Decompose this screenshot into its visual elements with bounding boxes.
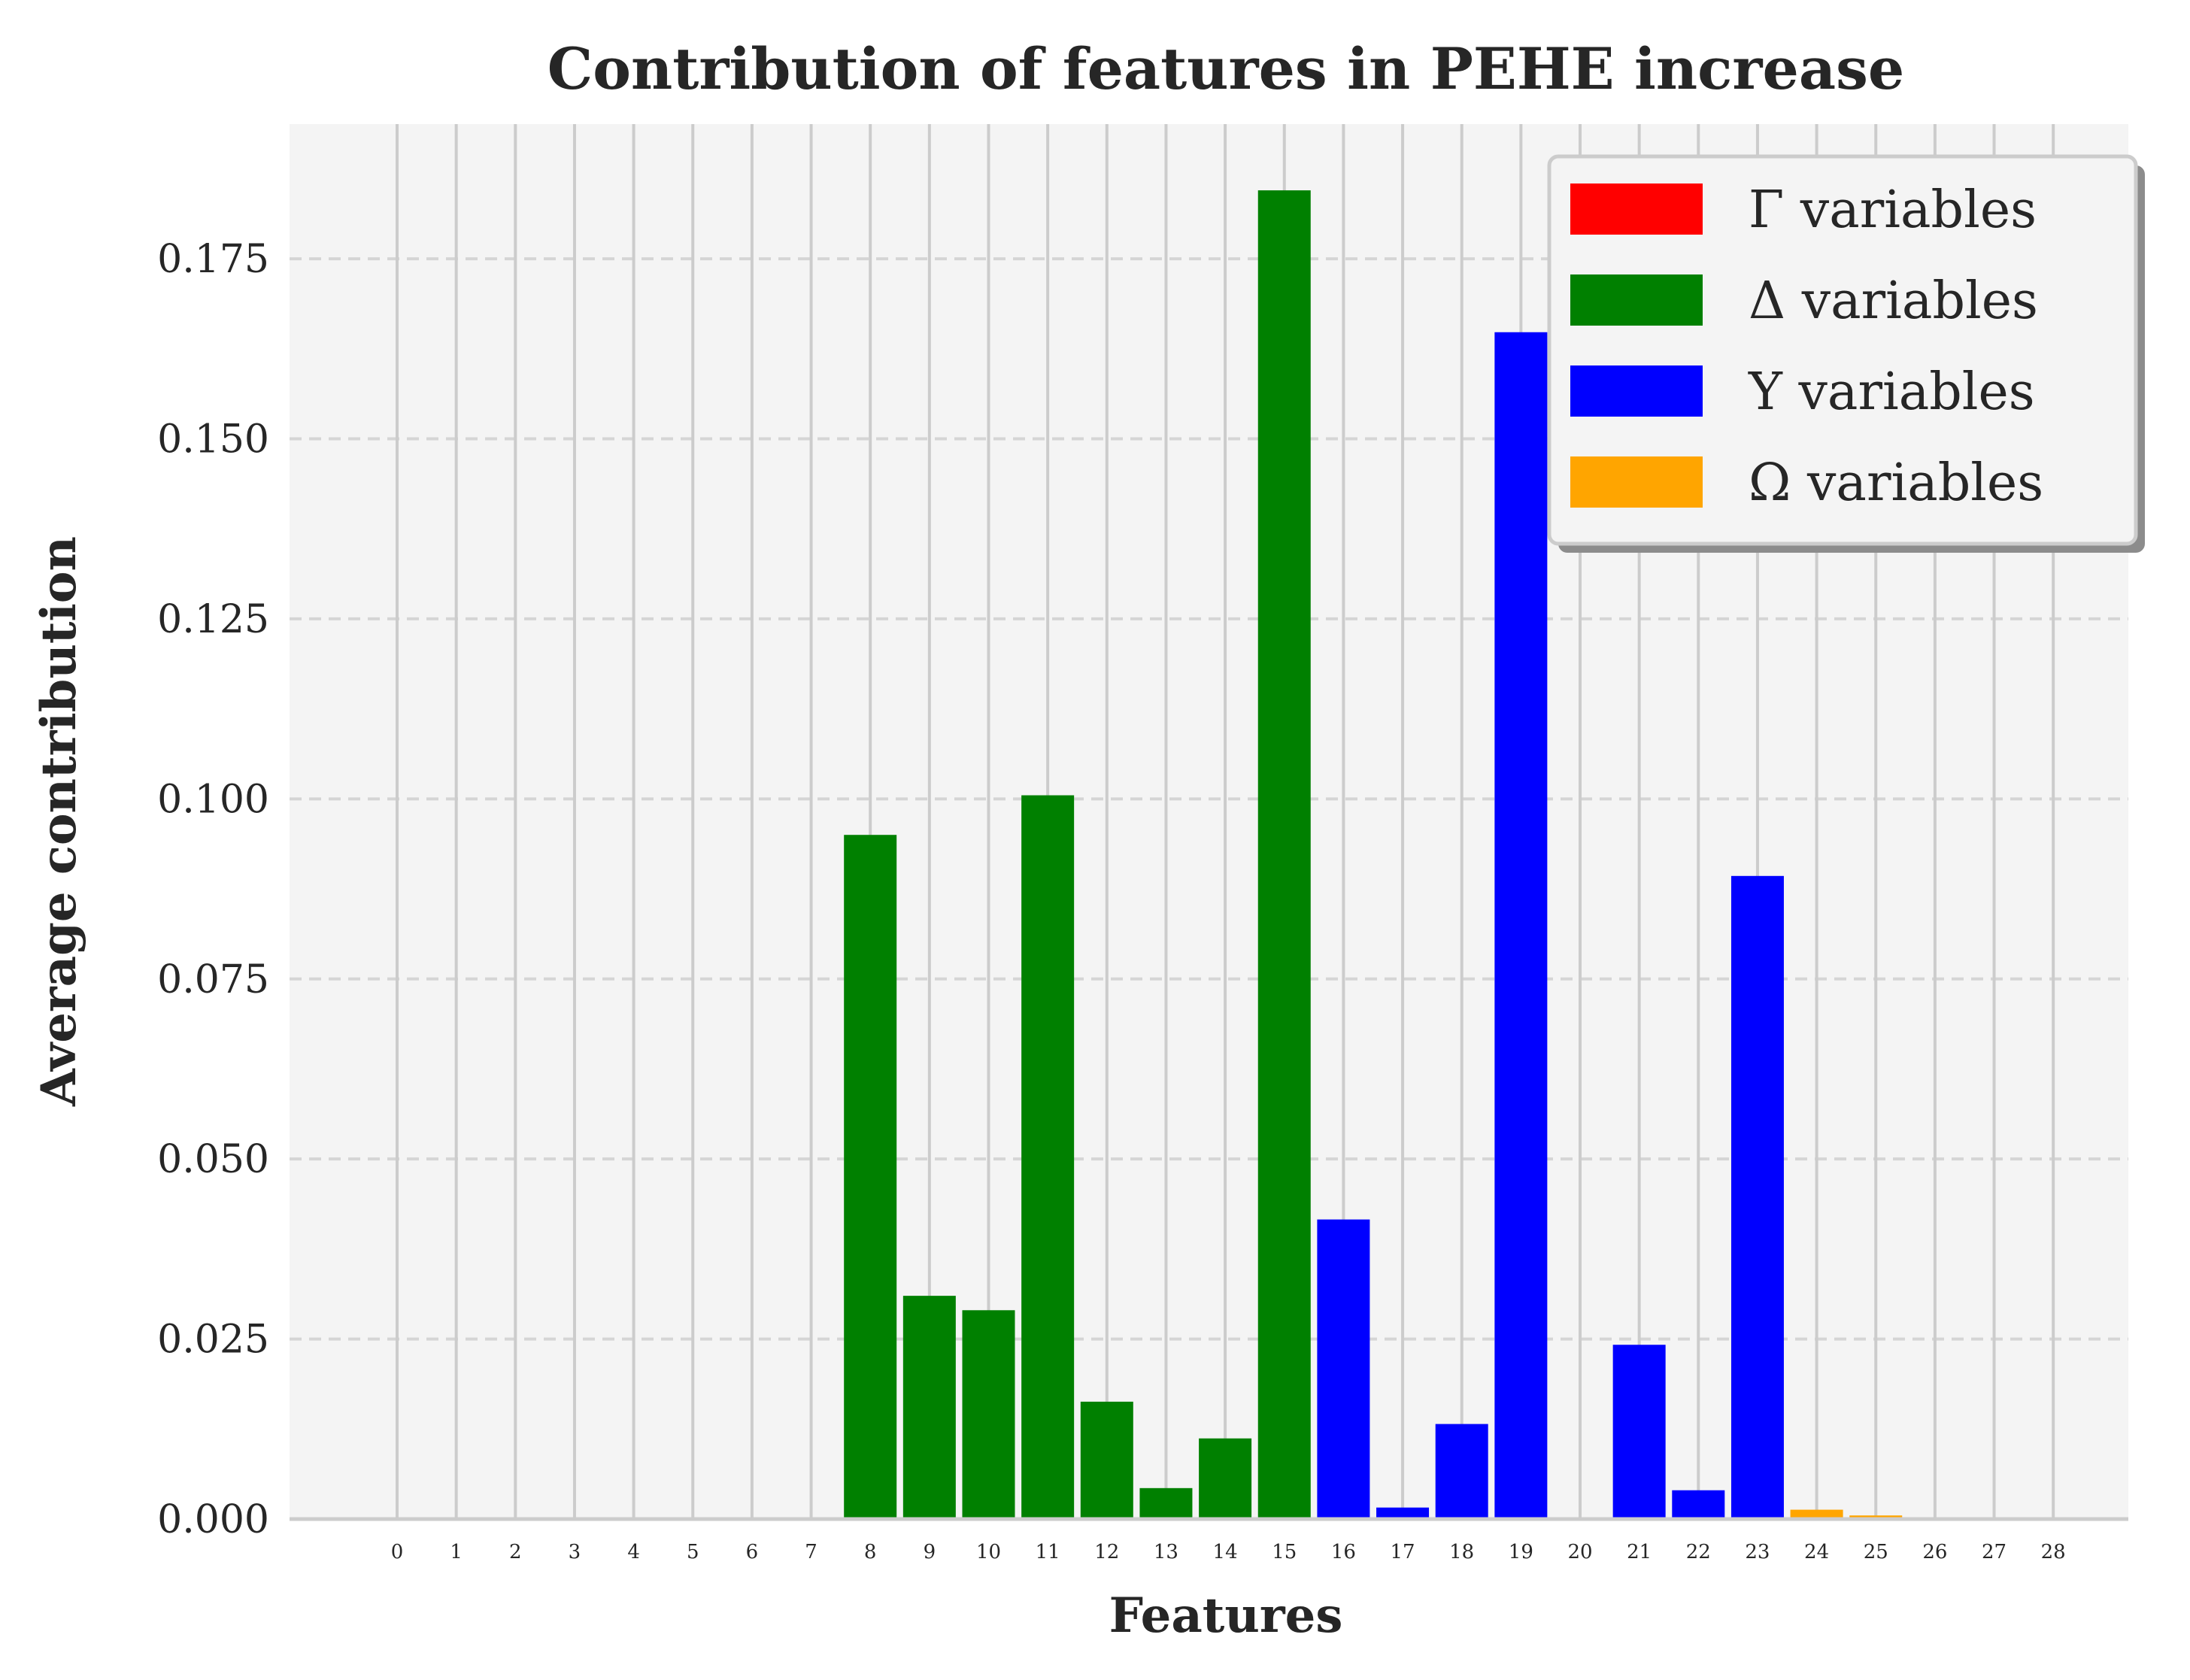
x-tick-label: 9 — [924, 1541, 936, 1563]
bars-layer — [844, 190, 1903, 1519]
bar-feature-21 — [1612, 1345, 1666, 1519]
x-tick-labels: 0 1 2 3 4 5 6 7 8 9 10 11 12 13 14 15 16 17 18 19 20 21 22 23 24… — [391, 1541, 2066, 1563]
x-tick-label: 27 — [1982, 1541, 2006, 1563]
y-tick-label: 0.100 — [157, 777, 269, 822]
y-tick-label: 0.175 — [157, 237, 269, 282]
bar-feature-19 — [1494, 332, 1548, 1519]
legend-label: Ω variables — [1749, 453, 2043, 513]
y-tick-label: 0.125 — [157, 597, 269, 642]
y-tick-label: 0.075 — [157, 957, 269, 1002]
bar-feature-18 — [1435, 1424, 1488, 1519]
bar-feature-13 — [1139, 1487, 1193, 1519]
bar-feature-12 — [1080, 1401, 1133, 1519]
x-tick-label: 10 — [976, 1541, 1001, 1563]
x-tick-label: 7 — [805, 1541, 817, 1563]
y-axis-label: Average contribution — [31, 536, 87, 1107]
bar-feature-8 — [844, 835, 897, 1519]
x-tick-label: 15 — [1272, 1541, 1297, 1563]
legend-label: Υ variables — [1748, 362, 2035, 422]
x-tick-label: 0 — [391, 1541, 404, 1563]
legend-label: Δ variables — [1749, 271, 2038, 331]
x-tick-label: 13 — [1154, 1541, 1178, 1563]
x-tick-label: 19 — [1509, 1541, 1533, 1563]
legend-swatch — [1570, 456, 1703, 508]
chart-title: Contribution of features in PEHE increas… — [548, 35, 1904, 102]
bar-feature-24 — [1790, 1509, 1843, 1519]
x-tick-label: 4 — [627, 1541, 640, 1563]
legend-swatch — [1570, 365, 1703, 417]
bar-feature-17 — [1376, 1507, 1430, 1519]
x-tick-label: 18 — [1449, 1541, 1474, 1563]
bar-feature-22 — [1672, 1490, 1725, 1519]
x-tick-label: 5 — [687, 1541, 699, 1563]
legend-swatch — [1570, 183, 1703, 235]
legend-swatch — [1570, 274, 1703, 326]
x-tick-label: 25 — [1864, 1541, 1888, 1563]
x-tick-label: 22 — [1686, 1541, 1711, 1563]
x-tick-label: 2 — [509, 1541, 522, 1563]
bar-feature-10 — [962, 1310, 1015, 1519]
x-tick-label: 26 — [1922, 1541, 1947, 1563]
x-tick-label: 28 — [2041, 1541, 2066, 1563]
bar-feature-16 — [1317, 1219, 1370, 1519]
x-tick-label: 21 — [1627, 1541, 1652, 1563]
x-tick-label: 11 — [1036, 1541, 1060, 1563]
y-tick-labels: 0.000 0.025 0.050 0.075 0.100 0.125 0.150 0.175 — [157, 237, 269, 1542]
bar-feature-23 — [1730, 875, 1784, 1519]
legend-items: Γ variables Δ variables Υ variables Ω varia… — [1570, 180, 2043, 513]
x-axis-label: Features — [1109, 1588, 1343, 1644]
x-tick-label: 3 — [569, 1541, 581, 1563]
x-tick-label: 17 — [1391, 1541, 1415, 1563]
legend-label: Γ variables — [1749, 180, 2037, 240]
y-tick-label: 0.000 — [157, 1497, 269, 1542]
y-tick-label: 0.050 — [157, 1137, 269, 1182]
y-tick-label: 0.025 — [157, 1318, 269, 1363]
bar-feature-14 — [1199, 1438, 1252, 1519]
x-tick-label: 6 — [746, 1541, 759, 1563]
x-tick-label: 1 — [450, 1541, 463, 1563]
bar-feature-11 — [1021, 795, 1075, 1519]
x-tick-label: 12 — [1094, 1541, 1119, 1563]
bar-feature-15 — [1257, 190, 1311, 1519]
bar-feature-9 — [902, 1296, 956, 1519]
x-tick-label: 23 — [1745, 1541, 1770, 1563]
x-tick-label: 8 — [864, 1541, 877, 1563]
x-tick-label: 20 — [1567, 1541, 1592, 1563]
legend: Γ variables Δ variables Υ variables Ω varia… — [1547, 154, 2145, 553]
x-tick-label: 24 — [1804, 1541, 1829, 1563]
x-tick-label: 16 — [1331, 1541, 1356, 1563]
x-tick-label: 14 — [1213, 1541, 1238, 1563]
legend-box — [1547, 154, 2138, 546]
y-tick-label: 0.150 — [157, 417, 269, 462]
